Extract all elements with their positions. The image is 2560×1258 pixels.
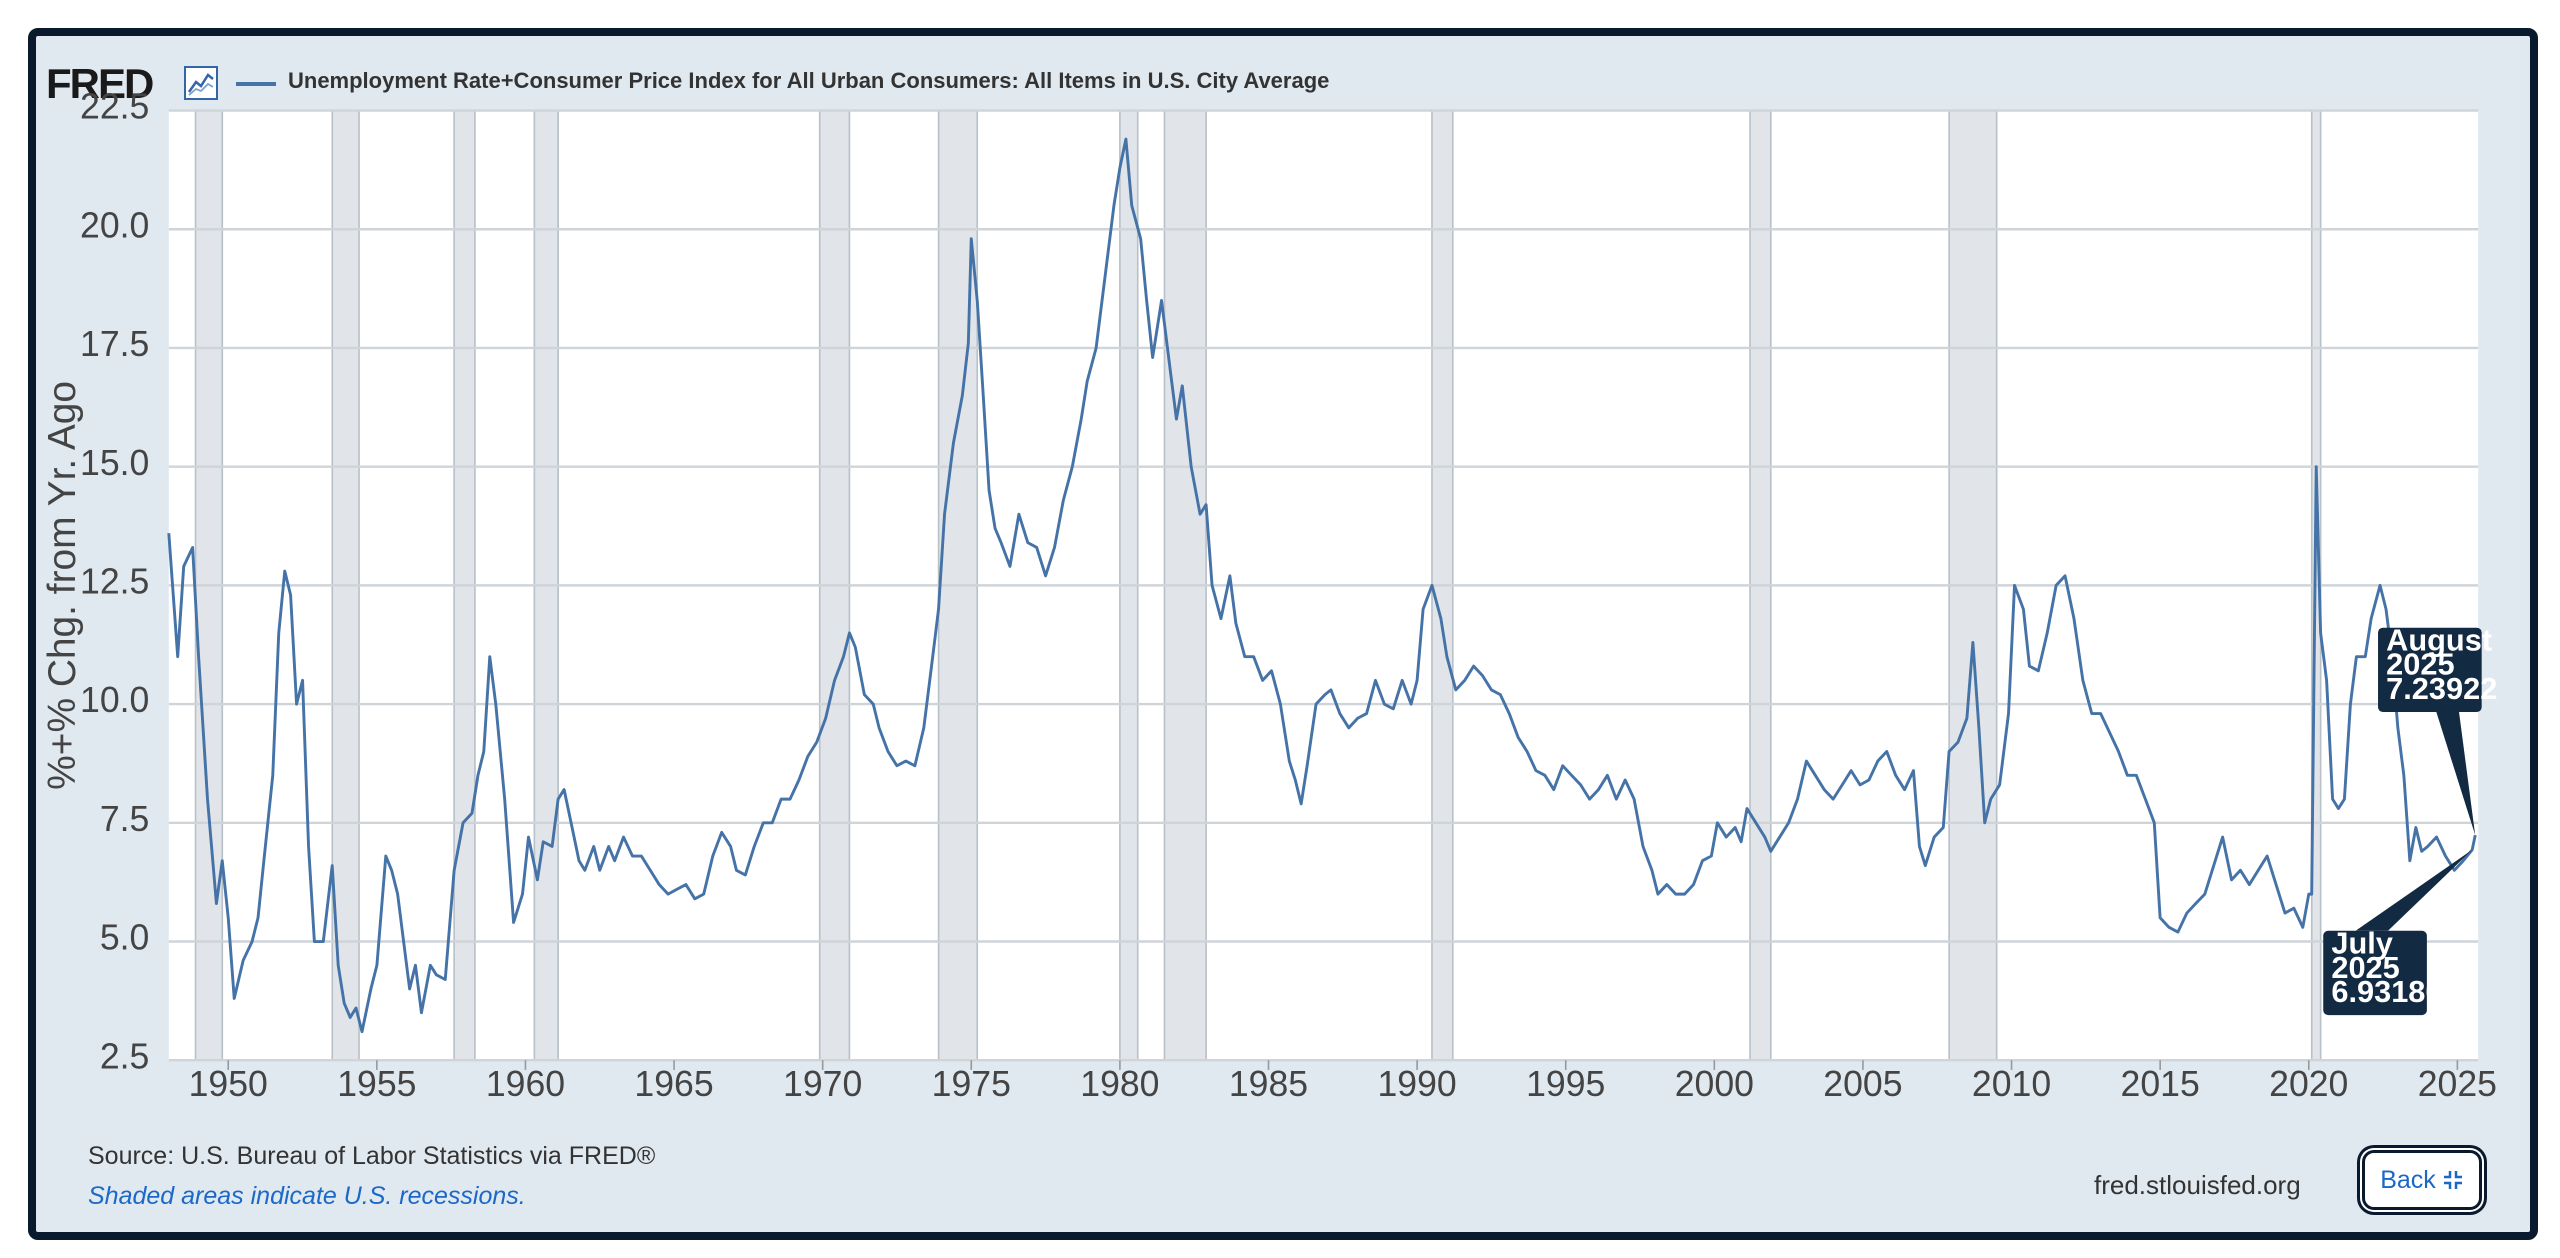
x-tick-label: 1975 [932, 1064, 1011, 1104]
y-axis-title: %+% Chg. from Yr. Ago [41, 381, 84, 790]
collapse-icon [2442, 1169, 2464, 1191]
x-tick-label: 2010 [1972, 1064, 2051, 1104]
legend-swatch [236, 82, 276, 86]
tooltip-box [2378, 627, 2482, 713]
tooltip-pointer [2355, 849, 2473, 931]
recession-note: Shaded areas indicate U.S. recessions. [88, 1182, 526, 1210]
tooltip-line: July [2331, 925, 2393, 960]
series-lines [167, 137, 2477, 1034]
x-axis-ticks: 1950 1955 1960 1965 1970 1975 1980 1985 1990 1995… [189, 1060, 2497, 1104]
tooltip-line: 7.23922 [2386, 671, 2497, 706]
x-tick-label: 1950 [189, 1064, 268, 1104]
x-tick-label: 1970 [783, 1064, 862, 1104]
y-tick-label: 22.5 [80, 87, 149, 127]
y-tick-label: 20.0 [80, 205, 149, 245]
line-chart: 2.55.07.510.012.515.017.520.022.5 1950 19… [41, 87, 2497, 1104]
back-button[interactable]: Back [2362, 1150, 2482, 1210]
x-tick-label: 1990 [1377, 1064, 1456, 1104]
tooltip-line: 6.93180 [2331, 974, 2442, 1009]
x-tick-label: 2005 [1823, 1064, 1902, 1104]
fred-url-link[interactable]: fred.stlouisfed.org [2094, 1170, 2301, 1200]
x-tick-label: 1980 [1080, 1064, 1159, 1104]
x-tick-label: 2020 [2269, 1064, 2348, 1104]
y-axis-ticks: 2.5 5.0 7.5 10.0 12.5 15.0 17.5 20.0 22.5 [80, 87, 149, 1077]
y-tick-label: 15.0 [80, 443, 149, 483]
tooltip-line: August [2386, 622, 2492, 657]
x-tick-label: 2025 [2418, 1064, 2497, 1104]
y-tick-label: 10.0 [80, 680, 149, 720]
chart-header: FRED Unemployment Rate+Consumer Price In… [36, 36, 2530, 116]
chart-frame: FRED Unemployment Rate+Consumer Price In… [28, 28, 2538, 1240]
series-line[interactable] [167, 137, 2477, 1034]
legend-label: Unemployment Rate+Consumer Price Index f… [288, 68, 1330, 93]
tooltip-line: 2025 [2386, 647, 2454, 682]
source-note: Source: U.S. Bureau of Labor Statistics … [88, 1142, 656, 1170]
tooltip-line: 2025 [2331, 950, 2399, 985]
y-tick-label: 17.5 [80, 324, 149, 364]
x-tick-label: 1995 [1526, 1064, 1605, 1104]
y-tick-label: 5.0 [100, 918, 150, 958]
y-tick-label: 2.5 [100, 1036, 150, 1076]
x-tick-label: 1955 [337, 1064, 416, 1104]
x-tick-label: 1985 [1229, 1064, 1308, 1104]
x-tick-label: 1965 [634, 1064, 713, 1104]
fred-logo[interactable]: FRED [46, 60, 154, 107]
x-tick-label: 2015 [2121, 1064, 2200, 1104]
x-tick-label: 2000 [1675, 1064, 1754, 1104]
x-tick-label: 1960 [486, 1064, 565, 1104]
back-label: Back [2380, 1165, 2436, 1194]
tooltip-box [2323, 930, 2427, 1016]
y-tick-label: 7.5 [100, 799, 150, 839]
line-graph-icon[interactable] [184, 66, 218, 100]
y-tick-label: 12.5 [80, 561, 149, 601]
